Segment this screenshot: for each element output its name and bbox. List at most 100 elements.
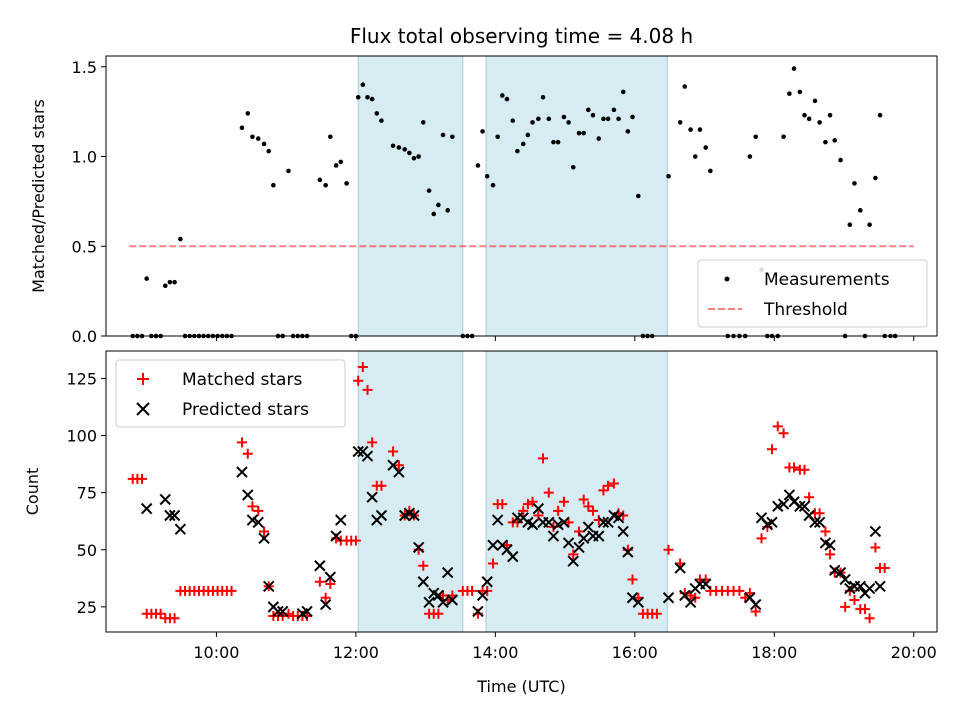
matched-star-point <box>259 526 270 537</box>
measurement-point <box>570 164 576 170</box>
matched-star-point <box>314 576 325 587</box>
matched-star-point <box>603 480 614 491</box>
measurement-point <box>365 94 370 100</box>
predicted-star-point <box>558 516 570 529</box>
predicted-star-point <box>562 537 575 549</box>
bottom-y-tick-label: 100 <box>66 427 97 446</box>
matched-star-point <box>488 558 499 569</box>
predicted-star-point <box>446 594 459 606</box>
measurement-point <box>484 173 490 179</box>
matched-star-point <box>226 585 237 596</box>
measurement-point <box>266 148 272 154</box>
predicted-star-point <box>809 516 821 529</box>
matched-star-point <box>467 585 478 596</box>
measurement-point <box>546 116 552 122</box>
matched-star-point <box>527 496 538 507</box>
measurement-point <box>167 279 173 285</box>
predicted-star-point <box>772 500 784 513</box>
matched-star-point <box>651 608 662 619</box>
measurement-point <box>416 154 421 159</box>
measurement-point <box>520 141 526 147</box>
measurement-point <box>857 208 863 213</box>
predicted-star-point <box>301 605 313 618</box>
predicted-star-point <box>766 516 778 529</box>
predicted-star-point <box>314 560 326 572</box>
top-y-tick-label: 1.5 <box>72 58 97 77</box>
measurement-point <box>616 116 621 122</box>
measurement-point <box>495 134 500 140</box>
predicted-star-point <box>491 514 504 526</box>
predicted-star-point <box>361 450 374 462</box>
predicted-star-point <box>252 516 264 529</box>
measurement-point <box>536 116 541 122</box>
matched-star-point <box>778 428 789 439</box>
measurement-point <box>852 181 857 186</box>
predicted-star-point <box>417 576 429 588</box>
bottom-y-tick-label: 125 <box>66 369 97 388</box>
bottom-y-tick-label: 75 <box>77 484 97 503</box>
top-y-tick-label: 0.0 <box>72 327 97 346</box>
measurement-point <box>250 134 255 140</box>
measurement-point <box>802 112 807 118</box>
measurement-point <box>586 107 591 113</box>
measurement-point <box>551 139 556 145</box>
measurement-point <box>172 279 177 285</box>
legend-label: Matched stars <box>182 370 302 390</box>
predicted-star-point <box>700 578 712 590</box>
predicted-star-point <box>481 576 493 588</box>
measurement-point <box>666 173 671 179</box>
predicted-star-point <box>408 509 420 522</box>
measurement-point <box>271 182 276 188</box>
measurement-point <box>261 141 267 147</box>
predicted-star-point <box>526 518 539 531</box>
x-tick-label: 16:00 <box>612 643 658 662</box>
predicted-star-point <box>617 525 629 538</box>
measurement-point <box>420 120 426 125</box>
measurement-point <box>402 147 407 152</box>
legend-matched-marker <box>137 373 149 385</box>
matched-star-point <box>627 574 638 585</box>
predicted-star-point <box>168 509 181 522</box>
predicted-star-point <box>622 546 634 558</box>
measurement-point <box>581 130 586 136</box>
matched-star-point <box>825 549 836 560</box>
measurement-point <box>540 94 546 100</box>
top-y-tick-label: 1.0 <box>72 148 97 167</box>
predicted-star-point <box>798 500 811 513</box>
predicted-star-point <box>582 521 595 533</box>
matched-star-point <box>849 595 860 606</box>
measurement-point <box>374 111 380 116</box>
measurement-point <box>525 132 531 138</box>
matched-star-point <box>608 478 619 489</box>
measurement-point <box>797 89 803 95</box>
matched-star-point <box>353 375 364 386</box>
predicted-star-point <box>824 539 836 551</box>
matched-star-point <box>663 544 674 555</box>
predicted-star-point <box>272 605 284 618</box>
x-tick-label: 10:00 <box>193 643 239 662</box>
predicted-star-point <box>487 539 499 551</box>
measurement-point <box>590 112 596 118</box>
measurement-point <box>450 134 455 140</box>
predicted-star-point <box>159 493 171 506</box>
measurement-point <box>390 143 396 149</box>
measurement-point <box>677 120 683 125</box>
measurement-point <box>355 94 361 100</box>
matched-star-point <box>350 535 361 546</box>
predicted-star-point <box>567 555 579 567</box>
matched-star-point <box>543 487 554 498</box>
predicted-star-point <box>552 518 564 531</box>
measurement-point <box>697 127 703 132</box>
measurement-point <box>379 118 384 123</box>
predicted-star-point <box>839 573 851 586</box>
predicted-star-point <box>335 514 347 526</box>
measurement-point <box>630 114 635 120</box>
measurement-point <box>445 208 450 213</box>
matched-star-point <box>418 560 429 571</box>
predicted-star-point <box>674 562 686 574</box>
predicted-star-point <box>532 502 545 515</box>
matched-star-point <box>879 563 890 574</box>
matched-star-point <box>750 606 761 617</box>
predicted-star-point <box>164 509 176 522</box>
